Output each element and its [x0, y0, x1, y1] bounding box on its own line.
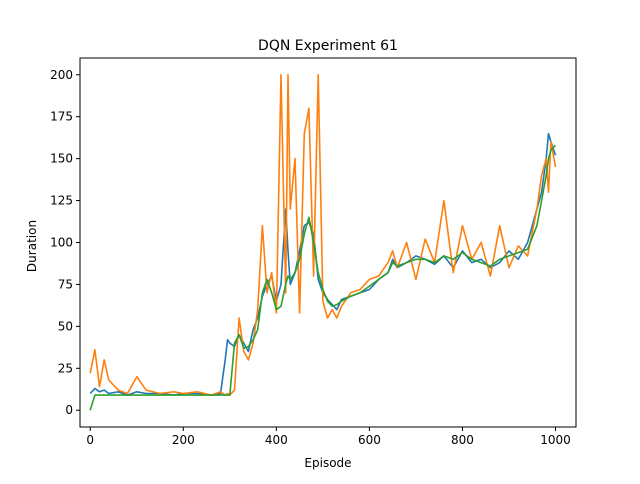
chart-title: DQN Experiment 61	[258, 38, 398, 54]
series-line-moving-average	[89, 144, 557, 411]
y-tick-label: 0	[65, 403, 73, 417]
x-tick-label: 800	[451, 433, 474, 447]
x-tick-label: 200	[172, 433, 195, 447]
y-tick-label: 25	[58, 361, 73, 375]
y-tick-label: 200	[50, 68, 73, 82]
axes-frame	[79, 57, 577, 428]
y-tick-label: 75	[58, 277, 73, 291]
x-tick-label: 600	[358, 433, 381, 447]
plot-area	[89, 74, 557, 411]
x-tick-label: 1000	[540, 433, 571, 447]
series-line-noisy-duration	[89, 74, 557, 396]
y-tick-label: 150	[50, 152, 73, 166]
x-tick-label: 400	[265, 433, 288, 447]
y-axis-label: Duration	[25, 220, 39, 272]
x-tick-label: 0	[86, 433, 94, 447]
axis-ticks: 0 200 400 600 800 1000 0 25 50 75 100 125 150 175 200	[50, 68, 571, 447]
y-tick-label: 125	[50, 194, 73, 208]
x-axis-label: Episode	[304, 456, 351, 470]
y-tick-label: 50	[58, 319, 73, 333]
y-tick-label: 175	[50, 110, 73, 124]
y-tick-label: 100	[50, 236, 73, 250]
